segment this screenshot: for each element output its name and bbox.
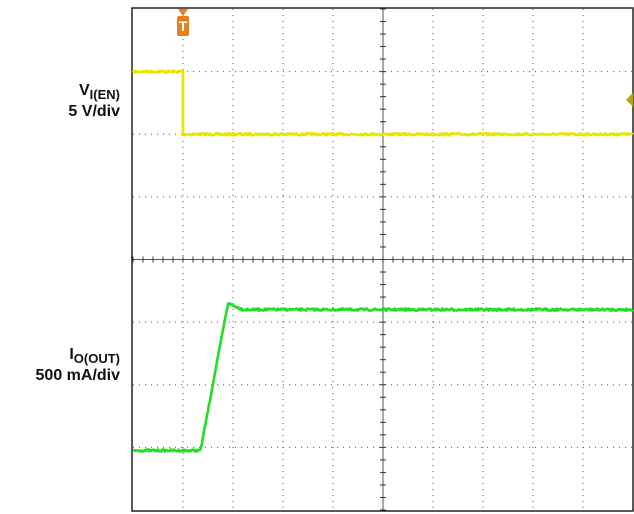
channel2-subscript: O(OUT) [73, 351, 120, 366]
channel1-label: VI(EN) 5 V/div [68, 82, 120, 120]
trigger-label: T [179, 18, 188, 34]
markers: T [177, 9, 633, 107]
channel1-symbol: V [78, 82, 90, 99]
channel1-scale: 5 V/div [68, 103, 120, 120]
channel2-scale: 500 mA/div [35, 367, 120, 384]
channel2-symbol: I [69, 346, 74, 363]
graticule [132, 8, 634, 511]
trigger-badge [177, 16, 189, 36]
channel1-subscript: I(EN) [89, 87, 120, 102]
trace-2 [132, 301, 634, 453]
traces [131, 69, 634, 453]
trace-1 [131, 69, 634, 137]
channel2-label: IO(OUT) 500 mA/div [36, 346, 120, 384]
channel1-level-marker-icon [626, 92, 633, 107]
trigger-pointer-icon [178, 9, 188, 16]
